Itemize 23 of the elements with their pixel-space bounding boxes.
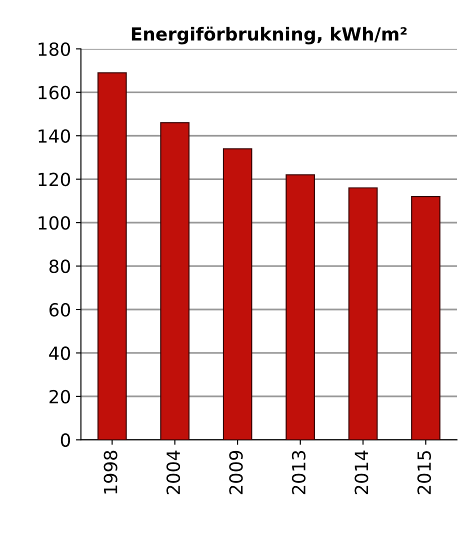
y-tick-label: 100 — [38, 216, 70, 230]
bar — [160, 122, 190, 440]
x-tick-label: 1998 — [104, 450, 118, 494]
y-tick-label: 0 — [60, 433, 70, 447]
x-tick-label: 2004 — [166, 450, 180, 494]
y-tick-label: 60 — [49, 302, 70, 317]
bar — [411, 196, 440, 440]
y-tick-label: 180 — [38, 42, 70, 56]
y-tick-label: 80 — [49, 260, 70, 274]
x-tick-label: 2014 — [354, 450, 368, 494]
y-tick-label: 40 — [49, 346, 70, 360]
bar — [286, 174, 315, 440]
bar — [348, 187, 378, 440]
x-tick-label: 2009 — [229, 450, 243, 494]
bar — [97, 72, 127, 440]
y-tick-label: 120 — [38, 172, 70, 186]
x-tick-label: 2015 — [417, 451, 431, 494]
x-tick-label: 2013 — [292, 451, 306, 494]
y-tick-label: 20 — [50, 390, 70, 404]
chart-title: Energiförbrukning, kWh/m² — [132, 26, 407, 44]
bar — [222, 148, 252, 440]
y-tick-label: 160 — [38, 86, 70, 100]
y-tick-label: 140 — [38, 129, 70, 143]
